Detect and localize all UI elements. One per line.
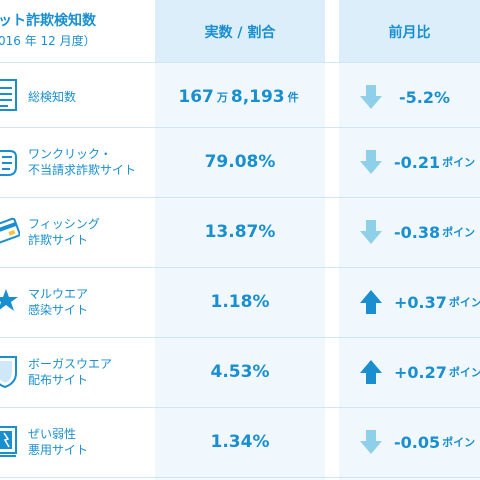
row-label-line1: ワンクリック・ xyxy=(28,147,112,161)
row-value: 167 万 8,193 件 xyxy=(155,62,325,132)
table-row: ぜい弱性 悪用サイト 1.34% -0.05 ポイン xyxy=(0,407,480,477)
document-icon xyxy=(0,79,17,111)
table-row: ボーガスウエア 配布サイト 4.53% +0.27 ポイン xyxy=(0,337,480,407)
change-unit: ポイン xyxy=(448,296,480,309)
arrow-down-icon xyxy=(360,85,382,109)
change-unit: ポイン xyxy=(442,226,476,239)
row-label-line2: 悪用サイト xyxy=(28,443,89,457)
credit-card-icon xyxy=(0,217,20,244)
value-column-header-bg xyxy=(155,0,325,62)
row-change: -0.21 ポイン xyxy=(394,127,475,197)
page-title: ット詐欺検知数 xyxy=(0,13,96,29)
row-label: 総検知数 xyxy=(28,62,76,132)
change-value: -0.21 xyxy=(394,152,441,172)
shield-icon xyxy=(0,356,17,389)
row-change: +0.27 ポイン xyxy=(394,337,480,407)
row-change: -0.05 ポイン xyxy=(394,407,475,477)
value-main: 167 xyxy=(178,87,214,107)
row-label-line2: 詐欺サイト xyxy=(28,233,89,247)
change-value: +0.27 xyxy=(394,362,447,382)
value-unit: 件 xyxy=(287,91,299,104)
row-label-line1: マルウエア xyxy=(28,287,89,301)
row-label-line1: 総検知数 xyxy=(28,90,77,104)
value-main: 4.53% xyxy=(210,362,270,382)
change-unit: ポイン xyxy=(448,366,480,379)
value-unit: 万 xyxy=(216,91,228,104)
value-column-header: 実数 / 割合 xyxy=(204,25,276,41)
value-rest: 8,193 xyxy=(230,87,285,107)
arrow-up-icon xyxy=(360,290,382,314)
row-change: -0.38 ポイン xyxy=(394,197,475,267)
row-label: マルウエア 感染サイト xyxy=(28,267,88,337)
page-subtitle: 016 年 12 月度） xyxy=(0,34,96,48)
row-label-line2: 不当請求詐欺サイト xyxy=(28,163,137,177)
arrow-down-icon xyxy=(360,430,382,454)
row-value: 1.34% xyxy=(155,407,325,477)
row-divider xyxy=(0,127,480,128)
row-label: フィッシング 詐欺サイト xyxy=(28,197,100,267)
value-main: 1.34% xyxy=(210,432,270,452)
change-value: +0.37 xyxy=(394,292,447,312)
malware-star-icon xyxy=(0,289,18,311)
change-value: -0.38 xyxy=(394,222,441,242)
row-label: ワンクリック・ 不当請求詐欺サイト xyxy=(28,127,136,197)
value-main: 1.18% xyxy=(210,292,270,312)
value-main: 13.87% xyxy=(204,222,276,242)
table-header: ット詐欺検知数 016 年 12 月度） 実数 / 割合 前月比 xyxy=(0,0,480,62)
table-row: 総検知数 167 万 8,193 件 -5.2% xyxy=(0,62,480,132)
row-divider xyxy=(0,407,480,408)
row-divider xyxy=(0,197,480,198)
row-label-line1: フィッシング xyxy=(28,217,100,231)
hand-click-icon xyxy=(0,150,17,176)
row-change: +0.37 ポイン xyxy=(394,267,480,337)
row-label: ぜい弱性 悪用サイト xyxy=(28,407,88,477)
table-row: ワンクリック・ 不当請求詐欺サイト 79.08% -0.21 ポイン xyxy=(0,127,480,197)
row-value: 79.08% xyxy=(155,127,325,197)
row-change: -5.2% xyxy=(339,62,480,132)
arrow-down-icon xyxy=(360,220,382,244)
row-value: 4.53% xyxy=(155,337,325,407)
row-label-line1: ぜい弱性 xyxy=(28,427,77,441)
change-value: -0.05 xyxy=(394,432,441,452)
change-column-header-bg xyxy=(339,0,480,62)
value-main: 79.08% xyxy=(204,152,276,172)
change-column-header: 前月比 xyxy=(388,25,431,41)
arrow-down-icon xyxy=(360,150,382,174)
row-divider xyxy=(0,267,480,268)
vulnerable-screen-icon xyxy=(0,426,17,457)
row-label: ボーガスウエア 配布サイト xyxy=(28,337,112,407)
row-divider xyxy=(0,337,480,338)
table-row: マルウエア 感染サイト 1.18% +0.37 ポイン xyxy=(0,267,480,337)
row-label-line1: ボーガスウエア xyxy=(28,357,113,371)
value-column-bg xyxy=(155,0,325,480)
row-divider xyxy=(0,477,480,478)
row-value: 1.18% xyxy=(155,267,325,337)
table-row: フィッシング 詐欺サイト 13.87% -0.38 ポイン xyxy=(0,197,480,267)
change-column-bg xyxy=(339,0,480,480)
change-unit: ポイン xyxy=(442,156,476,169)
arrow-up-icon xyxy=(360,360,382,384)
change-unit: ポイン xyxy=(442,436,476,449)
change-value: -5.2% xyxy=(398,87,450,107)
row-label-line2: 感染サイト xyxy=(28,303,89,317)
row-divider xyxy=(0,62,480,63)
row-label-line2: 配布サイト xyxy=(28,373,89,387)
row-value: 13.87% xyxy=(155,197,325,267)
